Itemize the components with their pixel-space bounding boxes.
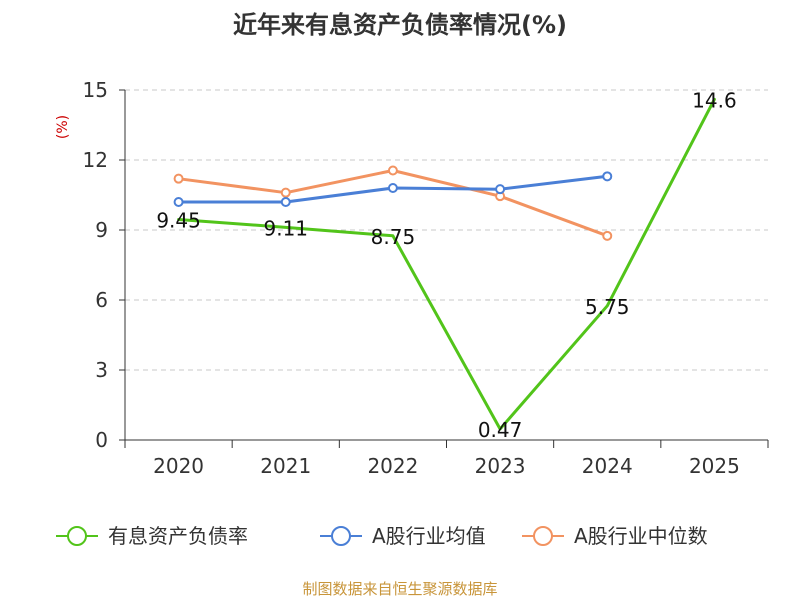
data-label: 5.75 — [585, 295, 630, 319]
series-layer — [173, 97, 716, 431]
data-point — [602, 230, 613, 241]
x-tick-label: 2023 — [475, 454, 526, 478]
data-point — [387, 165, 398, 176]
legend-label: 有息资产负债率 — [108, 524, 248, 548]
y-tick-label: 15 — [83, 78, 108, 102]
legend-marker — [331, 526, 351, 546]
y-tick-label: 12 — [83, 148, 108, 172]
data-point — [280, 197, 291, 207]
chart-title: 近年来有息资产负债率情况(%) — [233, 11, 567, 39]
y-tick-label: 6 — [95, 288, 108, 312]
y-axis-unit-label: (%) — [55, 115, 71, 139]
series-line — [177, 97, 716, 431]
data-point — [173, 173, 184, 184]
grid-lines — [125, 89, 768, 371]
x-tick-label: 2020 — [153, 454, 204, 478]
data-point — [280, 187, 291, 198]
legend-label: A股行业均值 — [372, 524, 486, 548]
x-tick-label: 2024 — [582, 454, 633, 478]
axes: 0 3 6 9 12 15 2020 2021 2022 2023 2024 2025 — [83, 78, 769, 478]
data-point — [602, 171, 613, 182]
data-label: 14.6 — [692, 88, 737, 112]
data-label: 9.11 — [263, 216, 308, 240]
y-tick-label: 9 — [95, 218, 108, 242]
x-tick-label: 2021 — [260, 454, 311, 478]
data-labels: 9.45 9.11 8.75 0.47 5.75 14.6 — [156, 88, 736, 442]
data-point — [387, 183, 398, 193]
data-label: 9.45 — [156, 209, 201, 233]
data-point — [173, 197, 184, 207]
y-tick-label: 0 — [95, 428, 108, 452]
data-label: 0.47 — [478, 418, 523, 442]
x-tick-label: 2025 — [689, 454, 740, 478]
x-tick-label: 2022 — [367, 454, 418, 478]
data-label: 8.75 — [371, 225, 416, 249]
legend-marker — [67, 526, 87, 546]
y-tick-label: 3 — [95, 358, 108, 382]
legend-label: A股行业中位数 — [574, 524, 708, 548]
data-point — [495, 184, 506, 195]
legend-marker — [533, 526, 553, 546]
legend: 有息资产负债率 A股行业均值 A股行业中位数 — [56, 524, 708, 548]
source-note: 制图数据来自恒生聚源数据库 — [302, 580, 497, 598]
